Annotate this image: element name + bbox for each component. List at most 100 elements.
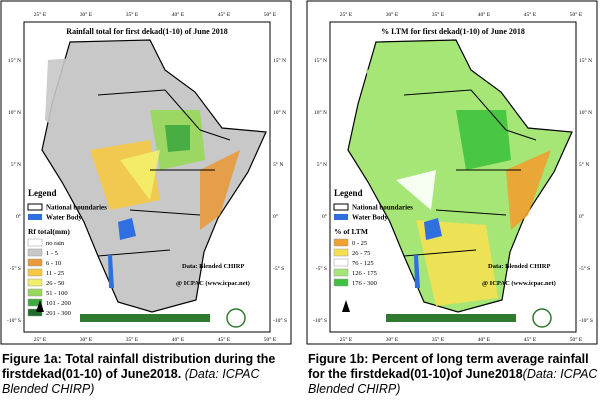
legend-swatch <box>27 278 43 287</box>
legend-class-title: % of LTM <box>334 227 368 236</box>
legend-swatch <box>27 308 43 317</box>
legend-swatch <box>27 248 43 257</box>
lon-label: 50° E <box>264 336 277 343</box>
lat-label: -5° S <box>10 265 21 272</box>
lon-label: 30° E <box>80 336 93 343</box>
lon-label: 25° E <box>34 11 47 18</box>
map-title: % LTM for first dekad(1-10) of June 2018 <box>381 27 525 36</box>
legend-label: 11 - 25 <box>46 270 64 277</box>
legend-label: 26 - 50 <box>46 280 64 287</box>
legend-label: 126 - 175 <box>352 270 377 277</box>
rainfall-zone <box>396 170 436 210</box>
legend-label: 26 - 75 <box>352 250 370 257</box>
legend-label: 6 - 10 <box>46 260 61 267</box>
footer-bar <box>386 314 516 322</box>
legend-swatch <box>333 258 349 267</box>
legend-label: no rain <box>46 240 65 247</box>
caption-italic: (Data: ICPAC Blended CHIRP) <box>2 367 260 396</box>
legend-swatch <box>27 268 43 277</box>
legend-label: Water Body <box>46 214 82 222</box>
lat-label: 15° N <box>579 57 592 64</box>
lon-label: 25° E <box>34 336 47 343</box>
lat-label: -5° S <box>579 265 590 272</box>
lake <box>108 255 114 288</box>
map-title: Rainfall total for first dekad(1-10) of … <box>66 27 227 36</box>
lat-label: 15° N <box>273 57 286 64</box>
legend-swatch <box>27 298 43 307</box>
lon-label: 25° E <box>340 11 353 18</box>
legend-label: 51 - 100 <box>46 290 68 297</box>
boundaries <box>97 89 231 257</box>
rainfall-zone <box>45 55 120 140</box>
caption-bold: Figure 1b: Percent of long term average … <box>308 352 589 381</box>
legend-swatch <box>333 203 349 211</box>
footer-bar <box>80 314 210 322</box>
lat-label: 10° N <box>579 109 592 116</box>
boundaries <box>403 89 537 257</box>
map-panel-2: % LTM for first dekad(1-10) of June 2018… <box>306 0 598 345</box>
lat-label: 5° N <box>317 161 327 168</box>
legend-swatch <box>27 238 43 247</box>
lon-label: 40° E <box>478 11 491 18</box>
lat-label: 0° <box>273 213 278 220</box>
lat-label: 5° N <box>579 161 589 168</box>
lat-label: 0° <box>322 213 327 220</box>
legend-swatch <box>333 238 349 247</box>
lon-label: 50° E <box>570 336 583 343</box>
caption-2: Figure 1b: Percent of long term average … <box>308 352 598 397</box>
rainfall-zone <box>165 125 190 152</box>
legend-label: Water Body <box>352 214 388 222</box>
rainfall-zone <box>416 220 498 306</box>
legend-swatch <box>27 258 43 267</box>
credit: @ ICPAC (www.icpac.net) <box>482 280 556 287</box>
legend-heading: Legend <box>334 188 363 198</box>
legend-label: 176 - 300 <box>352 280 377 287</box>
lon-label: 45° E <box>524 336 537 343</box>
lon-label: 35° E <box>126 336 139 343</box>
lon-label: 50° E <box>570 11 583 18</box>
lat-label: -5° S <box>316 265 327 272</box>
caption-1: Figure 1a: Total rainfall distribution d… <box>2 352 292 397</box>
lat-label: 5° N <box>11 161 21 168</box>
lat-label: -10° S <box>273 317 287 324</box>
lake <box>414 255 420 288</box>
lat-label: -10° S <box>313 317 327 324</box>
legend-label: 1 - 5 <box>46 250 58 257</box>
lon-label: 30° E <box>386 11 399 18</box>
north-arrow <box>342 300 350 312</box>
lat-label: 15° N <box>314 57 327 64</box>
legend-swatch <box>27 288 43 297</box>
lon-label: 40° E <box>478 336 491 343</box>
legend-label: 76 - 125 <box>352 260 374 267</box>
logo <box>226 308 246 328</box>
caption-bold: Figure 1a: Total rainfall distribution d… <box>2 352 276 381</box>
legend-heading: Legend <box>28 188 57 198</box>
caption-italic: (Data: ICPAC Blended CHIRP) <box>308 367 598 396</box>
lat-label: -10° S <box>579 317 593 324</box>
legend-swatch <box>28 214 42 220</box>
lake <box>118 218 136 240</box>
legend-label: National boundaries <box>46 204 107 212</box>
north-arrow <box>36 300 44 312</box>
lon-label: 30° E <box>386 336 399 343</box>
legend-swatch <box>334 214 348 220</box>
lon-label: 45° E <box>218 11 231 18</box>
logo <box>532 308 552 328</box>
legend-label: 101 - 200 <box>46 300 71 307</box>
legend-swatch <box>333 278 349 287</box>
lat-label: -5° S <box>273 265 284 272</box>
data-source: Data: Blended CHIRP <box>182 263 245 270</box>
lon-label: 40° E <box>172 336 185 343</box>
credit: @ ICPAC (www.icpac.net) <box>176 280 250 287</box>
lon-label: 35° E <box>432 336 445 343</box>
lat-label: 0° <box>579 213 584 220</box>
legend-class-title: Rf total(mm) <box>28 227 70 236</box>
legend-swatch <box>333 248 349 257</box>
lat-label: 15° N <box>8 57 21 64</box>
legend-swatch <box>333 268 349 277</box>
map-panel-1: Rainfall total for first dekad(1-10) of … <box>0 0 292 345</box>
lon-label: 45° E <box>524 11 537 18</box>
lon-label: 45° E <box>218 336 231 343</box>
legend-label: 201 - 300 <box>46 310 71 317</box>
rainfall-zone <box>456 110 511 170</box>
